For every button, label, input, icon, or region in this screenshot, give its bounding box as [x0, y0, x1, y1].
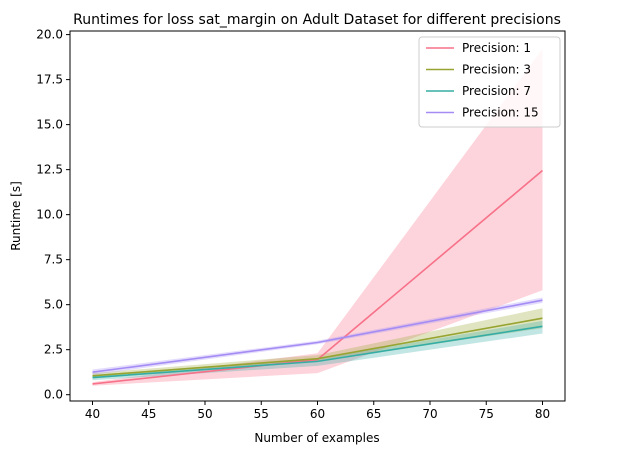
x-axis-label: Number of examples	[254, 431, 379, 445]
x-tick-label: 80	[535, 407, 550, 421]
legend-label: Precision: 15	[462, 106, 539, 120]
chart-title: Runtimes for loss sat_margin on Adult Da…	[73, 12, 561, 28]
x-tick-label: 60	[310, 407, 325, 421]
x-tick-label: 55	[254, 407, 269, 421]
y-tick-label: 10.0	[36, 208, 63, 222]
y-tick-label: 20.0	[36, 28, 63, 42]
x-tick-label: 70	[422, 407, 437, 421]
y-tick-label: 12.5	[36, 163, 63, 177]
legend-label: Precision: 1	[462, 41, 531, 55]
series-line-precision-3	[92, 317, 543, 377]
y-tick-label: 0.0	[44, 388, 63, 402]
ci-band-precision-15	[92, 297, 543, 375]
ci-band-precision-3	[92, 308, 543, 379]
y-tick-label: 15.0	[36, 118, 63, 132]
x-tick-label: 65	[366, 407, 381, 421]
y-axis: 0.0 2.5 5.0 7.5 10.0 12.5 15.0 17.5 20.0	[36, 28, 70, 402]
y-tick-label: 7.5	[44, 253, 63, 267]
x-tick-label: 50	[197, 407, 212, 421]
legend-box	[418, 36, 561, 128]
x-tick-label: 45	[141, 407, 156, 421]
plot-frame	[69, 30, 566, 402]
x-axis: 40 45 50 55 60 65 70 75 80	[85, 401, 550, 421]
legend-label: Precision: 7	[462, 84, 531, 98]
series-line-precision-1	[92, 169, 544, 385]
y-tick-label: 17.5	[36, 73, 63, 87]
y-axis-label: Runtime [s]	[9, 181, 23, 251]
x-tick-label: 75	[479, 407, 494, 421]
y-tick-label: 2.5	[44, 343, 63, 357]
y-tick-label: 5.0	[44, 298, 63, 312]
series-line-precision-7	[92, 325, 543, 379]
series-lines	[92, 169, 544, 385]
x-tick-label: 40	[85, 407, 100, 421]
legend-label: Precision: 3	[462, 63, 531, 77]
legend: Precision: 1 Precision: 3 Precision: 7 Prec…	[418, 36, 561, 128]
ci-band-precision-1	[92, 49, 543, 386]
series-line-precision-15	[92, 299, 543, 373]
